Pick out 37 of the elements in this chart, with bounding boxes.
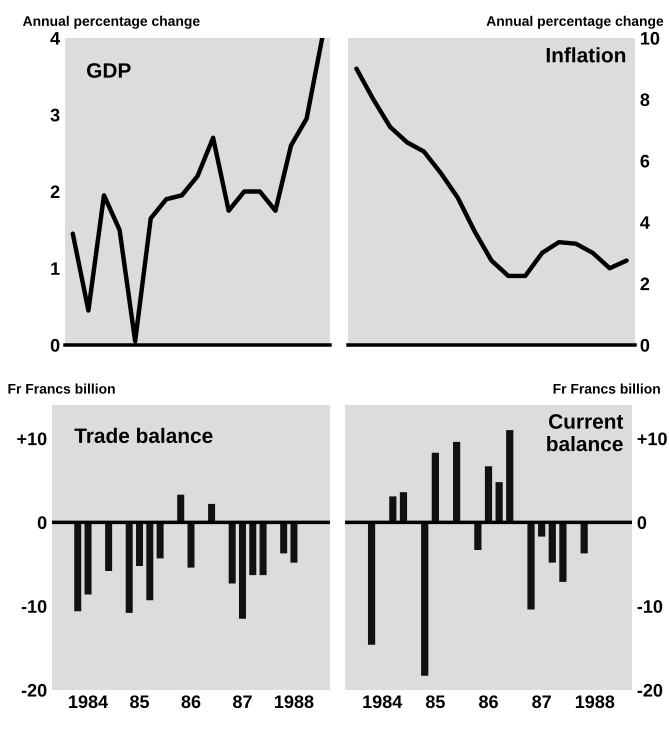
x-tick-label: 86 — [479, 695, 498, 708]
y-tick-label: -10 — [638, 600, 662, 613]
y-tick-label: 2 — [50, 185, 60, 198]
y-tick-label: 0 — [38, 516, 46, 530]
x-tick-label: 1988 — [576, 695, 614, 708]
y-tick-label: 0 — [638, 516, 646, 530]
x-tick-label: 85 — [426, 695, 445, 708]
y-tick-label: 2 — [640, 278, 650, 290]
x-tick-label: 1988 — [275, 695, 314, 708]
y-axis-title: Fr Francs billion — [554, 384, 660, 394]
y-tick-label: 10 — [641, 32, 660, 45]
y-tick-label: -20 — [22, 684, 46, 697]
y-tick-label: 4 — [50, 32, 60, 45]
x-tick-label: 1984 — [363, 695, 402, 708]
y-tick-label: -20 — [638, 684, 662, 697]
x-tick-label: 85 — [130, 695, 150, 708]
y-tick-label: +10 — [17, 432, 46, 446]
y-axis-title: Annual percentage change — [486, 16, 664, 29]
y-tick-label: 8 — [640, 93, 650, 106]
y-tick-label: +10 — [638, 432, 667, 446]
y-tick-label: -10 — [22, 600, 46, 613]
y-tick-label: 3 — [50, 108, 60, 122]
y-tick-label: 4 — [640, 216, 650, 229]
x-tick-label: 87 — [233, 695, 252, 708]
chart-title: Inflation — [546, 47, 626, 63]
y-tick-label: 1 — [51, 262, 60, 275]
text: GDP — [87, 63, 131, 78]
y-tick-label: 0 — [50, 338, 60, 352]
x-tick-label: 1984 — [69, 695, 108, 708]
text: Trade balance — [74, 428, 212, 444]
y-tick-label: 0 — [640, 338, 650, 352]
y-axis-title: Fr Francs billion — [8, 384, 115, 394]
text: Current balance — [547, 414, 624, 452]
x-tick-label: 87 — [532, 695, 551, 708]
y-tick-label: 6 — [640, 154, 650, 168]
y-axis-title: Annual percentage change — [22, 16, 200, 29]
x-tick-label: 86 — [182, 695, 200, 708]
